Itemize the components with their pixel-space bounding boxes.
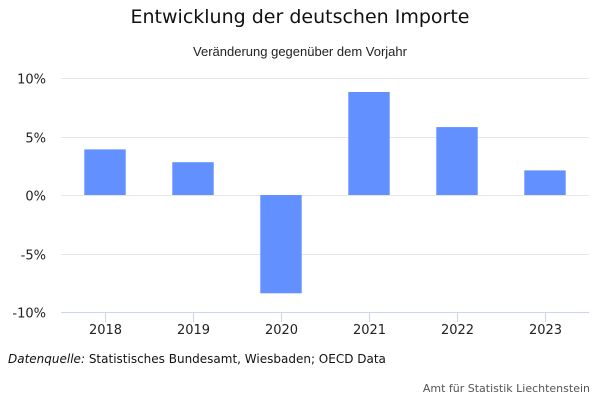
x-axis-labels: 2018 2019 2020 2021 2022 2023 (89, 323, 562, 338)
x-tick-label: 2019 (177, 323, 210, 338)
source-label: Datenquelle: (8, 352, 85, 366)
x-tick-label: 2022 (441, 323, 474, 338)
y-tick-label: -5% (21, 249, 46, 264)
y-tick-label: 10% (17, 73, 46, 88)
bar-2020[interactable] (260, 195, 302, 294)
y-tick-label: -10% (12, 307, 46, 322)
chart-title: Entwicklung der deutschen Importe (130, 6, 470, 28)
x-tick-label: 2023 (529, 323, 562, 338)
bar-2022[interactable] (436, 127, 478, 195)
y-axis-labels: 10% 5% 0% -5% -10% (12, 73, 46, 322)
bar-2019[interactable] (172, 162, 214, 195)
grid-lines (61, 78, 589, 255)
x-tick-label: 2021 (353, 323, 386, 338)
x-axis (61, 312, 589, 322)
x-tick-label: 2018 (89, 323, 122, 338)
y-tick-label: 0% (25, 190, 46, 205)
data-source: Datenquelle: Statistisches Bundesamt, Wi… (8, 352, 386, 366)
source-text: Statistisches Bundesamt, Wiesbaden; OECD… (85, 352, 386, 366)
bar-2018[interactable] (84, 149, 126, 195)
x-tick-label: 2020 (265, 323, 298, 338)
bars (84, 92, 566, 294)
bar-2023[interactable] (524, 170, 566, 195)
bar-2021[interactable] (348, 92, 390, 195)
chart-subtitle: Veränderung gegenüber dem Vorjahr (193, 44, 407, 59)
credit: Amt für Statistik Liechtenstein (422, 382, 590, 395)
y-tick-label: 5% (25, 132, 46, 147)
